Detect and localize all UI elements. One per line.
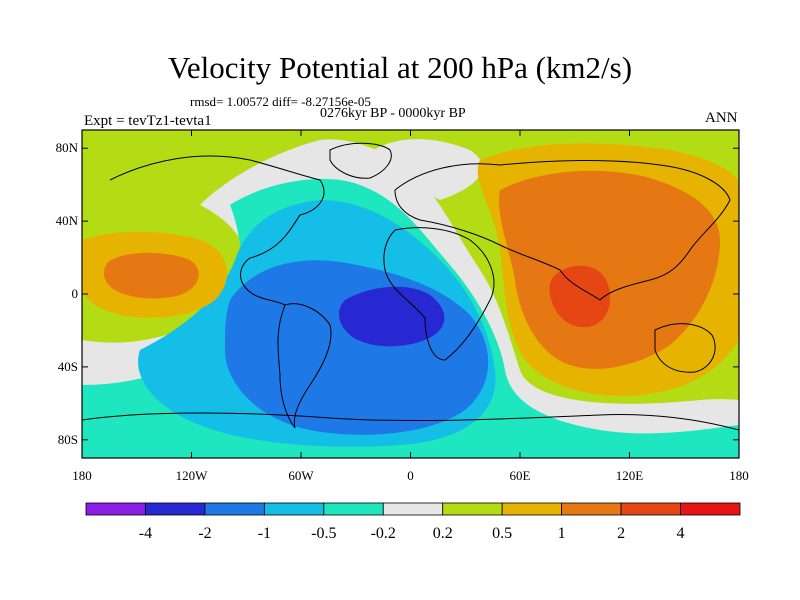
colorbar-label-9: 4 (677, 525, 685, 542)
south-america-coast (277, 303, 332, 429)
eurasia-coast (394, 159, 731, 301)
colorbar-label-2: -1 (258, 525, 271, 542)
positive-1-zone (498, 170, 720, 369)
stats-text: rmsd= 1.00572 diff= -8.27156e-05 (190, 94, 371, 109)
longitude-ticks: 180 120W 60W 0 60E 120E 180 (72, 130, 749, 483)
antarctica-coast (82, 412, 739, 431)
colorbar-box-10 (680, 502, 741, 516)
colorbar-box-7 (501, 502, 563, 516)
positive-west-1-zone (103, 252, 199, 299)
australia-coast (654, 323, 716, 373)
colorbar-label-8: 2 (617, 525, 625, 542)
colorbar-label-4: -0.2 (371, 525, 396, 542)
colorbar-label-5: 0.2 (433, 525, 453, 542)
lon-label-4: 60E (510, 468, 531, 483)
lon-label-6: 180 (729, 468, 749, 483)
colorbar-label-7: 1 (558, 525, 566, 542)
colorbar-box-5 (382, 502, 444, 516)
colorbar-label-6: 0.5 (492, 525, 512, 542)
lon-label-1: 120W (176, 468, 209, 483)
chart-title: Velocity Potential at 200 hPa (km2/s) (167, 50, 633, 85)
contour-field (82, 130, 739, 458)
latitude-ticks: 80N 40N 0 40S 80S (56, 140, 739, 447)
negative-2-zone (338, 286, 445, 347)
lat-label-2: 0 (72, 286, 79, 301)
lon-label-5: 120E (616, 468, 644, 483)
period-text: 0276kyr BP - 0000kyr BP (320, 106, 466, 121)
greenland-coast (329, 142, 392, 179)
lat-label-4: 80S (58, 432, 78, 447)
colorbar: -4 -2 -1 -0.5 -0.2 0.2 0.5 1 2 4 (85, 502, 741, 542)
colorbar-box-0 (85, 502, 146, 516)
colorbar-label-3: -0.5 (311, 525, 336, 542)
colorbar-box-1 (145, 502, 206, 516)
positive-2-zone (549, 265, 611, 328)
lon-label-2: 60W (288, 468, 314, 483)
colorbar-label-0: -4 (139, 525, 152, 542)
season-label: ANN (705, 110, 738, 126)
africa-coast (383, 227, 495, 361)
lat-label-1: 40N (56, 213, 79, 228)
lat-label-3: 40S (58, 359, 78, 374)
colorbar-box-6 (442, 502, 503, 516)
experiment-label: Expt = tevTz1-tevta1 (84, 113, 212, 129)
colorbar-box-9 (620, 502, 681, 516)
colorbar-box-8 (561, 502, 622, 516)
colorbar-label-1: -2 (198, 525, 211, 542)
lon-label-3: 0 (407, 468, 414, 483)
north-america-coast (109, 155, 325, 306)
colorbar-box-4 (323, 502, 384, 516)
lon-label-0: 180 (72, 468, 92, 483)
lat-label-0: 80N (56, 140, 79, 155)
colorbar-box-2 (204, 502, 265, 516)
coastlines (82, 142, 739, 431)
neutral-zone-north (360, 139, 483, 200)
colorbar-box-3 (263, 502, 325, 516)
